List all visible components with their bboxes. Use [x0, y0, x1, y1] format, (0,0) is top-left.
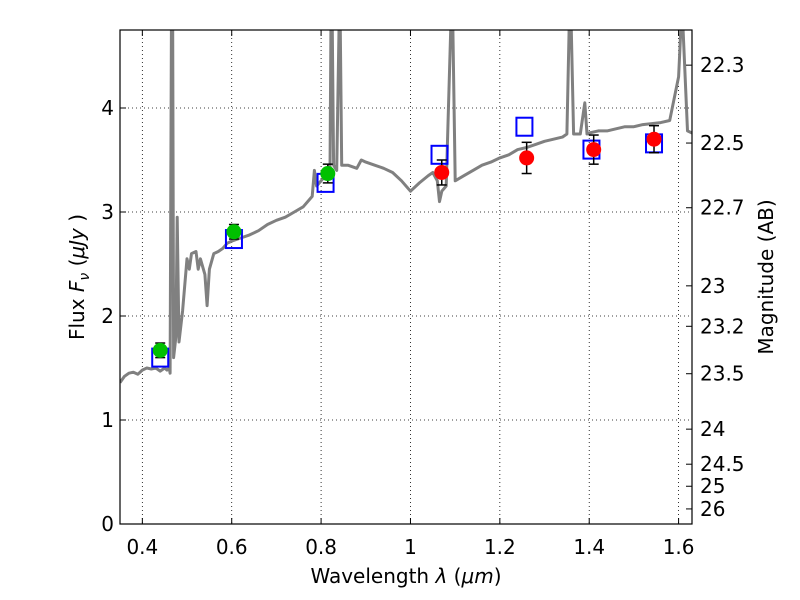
y2-tick-label: 22.5 [700, 131, 745, 155]
y2-tick-label: 23.5 [700, 362, 745, 386]
y2-tick-label: 24 [700, 417, 725, 441]
y-tick-label: 4 [101, 96, 114, 120]
axis-ticks: 0.4 0.6 0.8 1 1.2 1.4 1.60123422.322.522.72323… [101, 30, 745, 559]
x-tick-label: 0.6 [216, 535, 248, 559]
nir-point [586, 142, 602, 158]
y-tick-label: 2 [101, 304, 114, 328]
model-sed-line [120, 30, 692, 384]
x-tick-label: 1 [404, 535, 417, 559]
y2-tick-label: 25 [700, 474, 725, 498]
x-tick-label: 1.6 [663, 535, 695, 559]
y2-tick-label: 24.5 [700, 452, 745, 476]
x-axis-title: Wavelength λ (μm) [310, 564, 501, 588]
y2-axis-title: Magnitude (AB) [754, 199, 778, 354]
model-photometry-square [515, 116, 534, 137]
model-sed-line-group [120, 30, 692, 384]
y2-tick-label: 26 [700, 497, 725, 521]
y2-tick-label: 22.3 [700, 53, 745, 77]
optical-point [226, 224, 242, 240]
y-tick-label: 0 [101, 512, 114, 536]
nir-point [434, 164, 450, 180]
nir-point [519, 150, 535, 166]
x-tick-label: 0.8 [305, 535, 337, 559]
y-axis-title-group: Flux Fν (μJy ) [65, 214, 93, 340]
plot-frame [119, 29, 693, 525]
model-photometry-square [430, 144, 449, 165]
x-tick-label: 1.2 [484, 535, 516, 559]
x-tick-label: 0.4 [126, 535, 158, 559]
y2-axis-title-group: Magnitude (AB) [754, 199, 778, 354]
y2-tick-label: 23.2 [700, 314, 745, 338]
nir-point [646, 131, 662, 147]
y-axis-title: Flux Fν (μJy ) [65, 214, 93, 340]
y2-tick-label: 23 [700, 274, 725, 298]
optical-point [152, 342, 168, 358]
y2-tick-label: 22.7 [700, 196, 745, 220]
y-tick-label: 1 [101, 408, 114, 432]
data-points [151, 116, 664, 368]
y-tick-label: 3 [101, 200, 114, 224]
x-tick-label: 1.4 [573, 535, 605, 559]
optical-point [320, 166, 336, 182]
